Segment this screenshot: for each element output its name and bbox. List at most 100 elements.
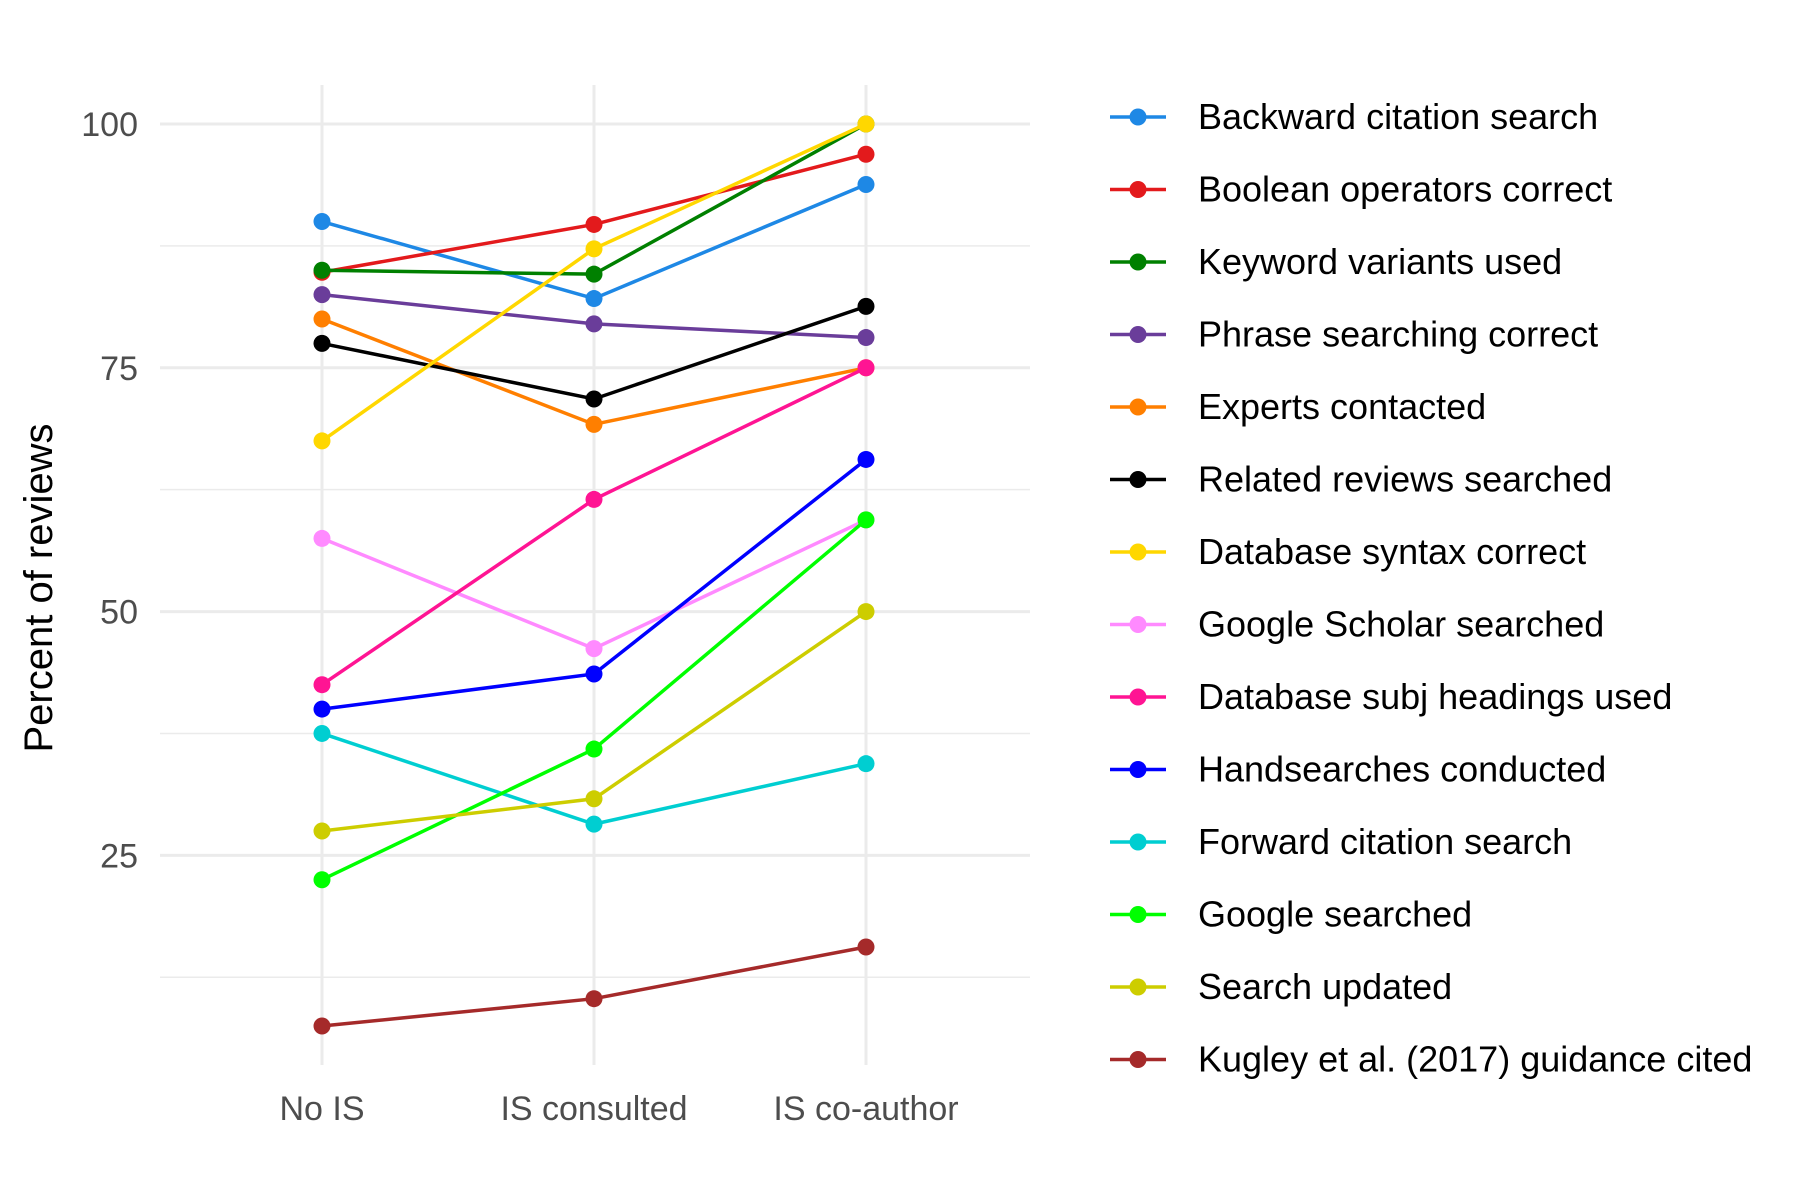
legend-item: Kugley et al. (2017) guidance cited bbox=[1110, 1039, 1752, 1080]
data-point bbox=[857, 511, 875, 529]
data-point bbox=[585, 215, 603, 233]
data-point bbox=[313, 700, 331, 718]
data-point bbox=[857, 359, 875, 377]
legend-key-point bbox=[1129, 833, 1147, 851]
y-tick-label: 100 bbox=[81, 106, 138, 144]
data-point bbox=[313, 529, 331, 547]
series-lines bbox=[313, 115, 875, 1035]
data-point bbox=[313, 261, 331, 279]
data-point bbox=[585, 790, 603, 808]
data-point bbox=[585, 240, 603, 258]
data-point bbox=[313, 822, 331, 840]
legend-key-point bbox=[1129, 906, 1147, 923]
legend-key-point bbox=[1129, 181, 1147, 198]
legend-key-point bbox=[1129, 1051, 1147, 1068]
legend-item: Handsearches conducted bbox=[1110, 749, 1606, 790]
y-axis-title: Percent of reviews bbox=[17, 423, 61, 752]
data-point bbox=[313, 676, 331, 694]
legend-label: Handsearches conducted bbox=[1198, 749, 1606, 790]
y-tick-label: 50 bbox=[100, 594, 138, 632]
legend-key-point bbox=[1129, 761, 1147, 778]
legend-item: Database subj headings used bbox=[1110, 676, 1672, 717]
series-group bbox=[313, 450, 875, 718]
data-point bbox=[313, 1017, 331, 1035]
data-point bbox=[585, 265, 603, 283]
legend-key-point bbox=[1129, 326, 1147, 343]
data-point bbox=[857, 297, 875, 315]
data-point bbox=[585, 315, 603, 333]
series-group bbox=[313, 286, 875, 347]
data-point bbox=[313, 310, 331, 328]
series-group bbox=[313, 938, 875, 1035]
data-point bbox=[857, 450, 875, 468]
data-point bbox=[857, 938, 875, 956]
legend-label: Experts contacted bbox=[1198, 386, 1486, 427]
legend-key-point bbox=[1129, 978, 1147, 996]
x-axis-tick-labels: No IS IS consulted IS co-author bbox=[279, 1090, 958, 1128]
legend-label: Phrase searching correct bbox=[1198, 314, 1598, 355]
series-group bbox=[313, 603, 875, 840]
data-point bbox=[585, 640, 603, 658]
legend-key-point bbox=[1129, 471, 1147, 488]
legend-item: Google Scholar searched bbox=[1110, 604, 1604, 645]
data-point bbox=[313, 871, 331, 889]
data-point bbox=[313, 724, 331, 742]
data-point bbox=[857, 175, 875, 193]
data-point bbox=[585, 990, 603, 1008]
data-point bbox=[313, 432, 331, 450]
data-point bbox=[585, 415, 603, 433]
legend: Backward citation search Boolean operator… bbox=[1110, 96, 1752, 1080]
legend-label: Boolean operators correct bbox=[1198, 169, 1612, 210]
series-group bbox=[313, 359, 875, 694]
data-point bbox=[857, 755, 875, 773]
legend-label: Google searched bbox=[1198, 894, 1472, 935]
legend-item: Keyword variants used bbox=[1110, 241, 1562, 282]
data-point bbox=[585, 290, 603, 308]
series-group bbox=[313, 511, 875, 889]
data-point bbox=[857, 603, 875, 621]
legend-label: Related reviews searched bbox=[1198, 459, 1612, 500]
legend-key-point bbox=[1129, 616, 1147, 633]
legend-item: Related reviews searched bbox=[1110, 459, 1612, 500]
legend-label: Backward citation search bbox=[1198, 96, 1598, 137]
legend-item: Experts contacted bbox=[1110, 386, 1486, 427]
data-point bbox=[313, 286, 331, 304]
data-point bbox=[313, 213, 331, 231]
data-point bbox=[585, 490, 603, 508]
legend-label: Kugley et al. (2017) guidance cited bbox=[1198, 1039, 1752, 1080]
data-point bbox=[585, 815, 603, 833]
legend-key-point bbox=[1129, 398, 1147, 416]
gridlines bbox=[160, 85, 1030, 1065]
series-group bbox=[313, 115, 875, 450]
legend-label: Database syntax correct bbox=[1198, 531, 1586, 572]
data-point bbox=[585, 665, 603, 683]
x-tick-label: IS co-author bbox=[773, 1090, 958, 1128]
series-group bbox=[313, 724, 875, 833]
data-point bbox=[857, 329, 875, 347]
legend-label: Forward citation search bbox=[1198, 821, 1572, 862]
legend-item: Database syntax correct bbox=[1110, 531, 1586, 572]
legend-item: Forward citation search bbox=[1110, 821, 1572, 862]
series-group bbox=[313, 297, 875, 408]
legend-label: Database subj headings used bbox=[1198, 676, 1672, 717]
data-point bbox=[585, 740, 603, 758]
legend-label: Search updated bbox=[1198, 966, 1452, 1007]
legend-key-point bbox=[1129, 108, 1147, 126]
legend-item: Google searched bbox=[1110, 894, 1472, 935]
series-group bbox=[313, 175, 875, 308]
data-point bbox=[313, 334, 331, 352]
y-tick-label: 25 bbox=[100, 837, 138, 875]
x-tick-label: IS consulted bbox=[500, 1090, 687, 1128]
legend-key-point bbox=[1129, 543, 1147, 561]
legend-label: Keyword variants used bbox=[1198, 241, 1562, 282]
legend-label: Google Scholar searched bbox=[1198, 604, 1604, 645]
legend-key-point bbox=[1129, 253, 1147, 271]
legend-item: Phrase searching correct bbox=[1110, 314, 1598, 355]
legend-item: Search updated bbox=[1110, 966, 1452, 1007]
legend-key-point bbox=[1129, 688, 1147, 706]
legend-item: Backward citation search bbox=[1110, 96, 1598, 137]
data-point bbox=[585, 390, 603, 408]
data-point bbox=[857, 115, 875, 133]
